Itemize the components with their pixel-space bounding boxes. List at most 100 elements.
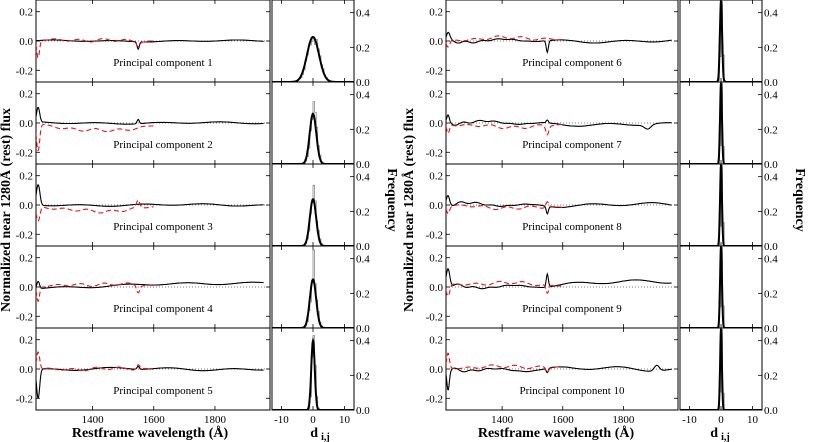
dist-ytick-label: 0.0 [356,405,370,417]
dist-ytick-label: 0.0 [764,323,778,335]
spectrum-ytick-label: 0.0 [429,282,443,294]
comparison-curve [446,35,563,48]
distribution-gaussian-fit [680,246,762,328]
dist-ytick-label: 0.2 [764,288,778,300]
component-curve [36,184,264,207]
comparison-curve [36,199,154,222]
spectrum-ytick-label: 0.2 [19,335,33,347]
dist-ytick-label: 0.2 [764,124,778,136]
component-label: Principal component 1 [113,57,213,69]
dist-ytick-label: 0.0 [356,323,370,335]
dist-ytick-label: 0.2 [356,124,370,136]
spectrum-xtick-label: 1600 [552,414,575,426]
distribution-gaussian-fit [680,328,762,410]
distribution-gaussian-fit [680,164,762,246]
spectrum-ytick-label: 0.2 [19,89,33,101]
comparison-curve [36,124,154,151]
component-panel-8: -0.2 0.0 0.2 Principal component 8 0.0 0.2 0.4 [426,163,778,253]
comparison-curve [36,38,154,59]
dist-ytick-label: 0.4 [764,8,778,20]
component-label: Principal component 7 [522,139,622,151]
component-label: Principal component 8 [522,221,622,233]
component-panel-9: -0.2 0.0 0.2 Principal component 9 0.0 0.2 0.4 [426,245,778,335]
spectrum-ytick-label: -0.2 [16,393,33,405]
dist-ytick-label: 0.4 [764,336,778,348]
spectrum-ytick-label: 0.0 [19,36,33,48]
spectrum-xtick-label: 1600 [143,414,166,426]
spectrum-xtick-label: 1800 [204,414,227,426]
spectrum-ytick-label: 0.0 [429,118,443,130]
component-panel-5: -0.2 0.0 0.2 1400 1600 1800 Principal componen… [16,327,370,426]
dist-ytick-label: 0.0 [356,241,370,253]
distribution-histogram [272,101,354,164]
spectrum-ytick-label: -0.2 [426,65,443,77]
spectrum-ytick-label: -0.2 [426,229,443,241]
spectrum-ytick-label: -0.2 [16,229,33,241]
spectrum-xtick-label: 1400 [491,414,514,426]
spectrum-ytick-label: 0.2 [19,7,33,19]
spectrum-ytick-label: 0.0 [19,200,33,212]
spectrum-ytick-label: 0.0 [19,118,33,130]
comparison-curve [36,351,154,372]
component-curve [36,365,264,399]
dist-ytick-label: 0.0 [764,241,778,253]
dist-xtick-label: 0 [718,414,724,426]
comparison-curve [36,282,154,302]
spectrum-frame [445,81,679,165]
spectrum-frame [445,245,679,329]
dist-ytick-label: 0.4 [764,90,778,102]
spectrum-ytick-label: 0.0 [429,364,443,376]
dist-xlabel-right: d i,j [710,426,729,442]
dist-ytick-label: 0.4 [356,254,370,266]
spectrum-ytick-label: 0.2 [429,253,443,265]
spectrum-frame [445,327,679,411]
dist-ytick-label: 0.2 [356,206,370,218]
distribution-gaussian-fit [680,0,762,82]
spectrum-ytick-label: -0.2 [16,65,33,77]
distribution-gaussian-fit [272,197,354,246]
component-label: Principal component 5 [113,385,213,397]
dist-xtick-label: -10 [682,414,697,426]
dist-ytick-label: 0.4 [764,172,778,184]
component-curve [36,39,264,51]
spectrum-xlabel-right: Restframe wavelength (Å) [478,425,635,441]
dist-ytick-label: 0.2 [764,206,778,218]
dist-xtick-label: -10 [274,414,289,426]
distribution-histogram [272,335,354,410]
spectrum-ytick-label: 0.2 [429,171,443,183]
component-panel-1: -0.2 0.0 0.2 Principal component 1 0.0 0.2 0.4 [16,0,370,89]
component-label: Principal component 2 [113,139,213,151]
distribution-gaussian-fit [272,112,354,164]
spectrum-ytick-label: 0.2 [429,335,443,347]
spectrum-ytick-label: 0.2 [429,89,443,101]
spectrum-ytick-label: -0.2 [426,311,443,323]
dist-xtick-label: 10 [339,414,351,426]
distribution-histogram [272,184,354,246]
spectrum-ytick-label: -0.2 [16,147,33,159]
dist-ytick-label: 0.2 [356,370,370,382]
distribution-frame [271,163,355,247]
comparison-curve [446,280,563,297]
spectrum-ytick-label: 0.0 [429,36,443,48]
plots-layer: -0.2 0.0 0.2 Principal component 1 0.0 0.2 0.4… [16,0,778,426]
component-label: Principal component 10 [519,385,625,397]
component-panel-10: -0.2 0.0 0.2 1400 1600 1800 Principal componen… [426,327,778,426]
component-curve [446,268,672,290]
frequency-label-right: Frequency [792,168,807,232]
spectrum-xtick-label: 1800 [612,414,635,426]
left-ylabel: Normalized near 1280Å (rest) flux [0,108,14,312]
spectrum-ytick-label: -0.2 [426,393,443,405]
component-panel-4: -0.2 0.0 0.2 Principal component 4 0.0 0.2 0.4 [16,245,370,335]
right-ylabel: Normalized near 1280Å (rest) flux [401,108,417,312]
dist-ytick-label: 0.2 [764,42,778,54]
comparison-curve [446,123,563,136]
spectrum-ytick-label: 0.2 [19,253,33,265]
dist-ytick-label: 0.2 [356,288,370,300]
dist-ytick-label: 0.0 [356,159,370,171]
component-label: Principal component 6 [522,57,622,69]
dist-ytick-label: 0.0 [764,159,778,171]
dist-xtick-label: 0 [310,414,316,426]
component-panel-7: -0.2 0.0 0.2 Principal component 7 0.0 0.2 0.4 [426,81,778,171]
dist-ytick-label: 0.4 [356,172,370,184]
